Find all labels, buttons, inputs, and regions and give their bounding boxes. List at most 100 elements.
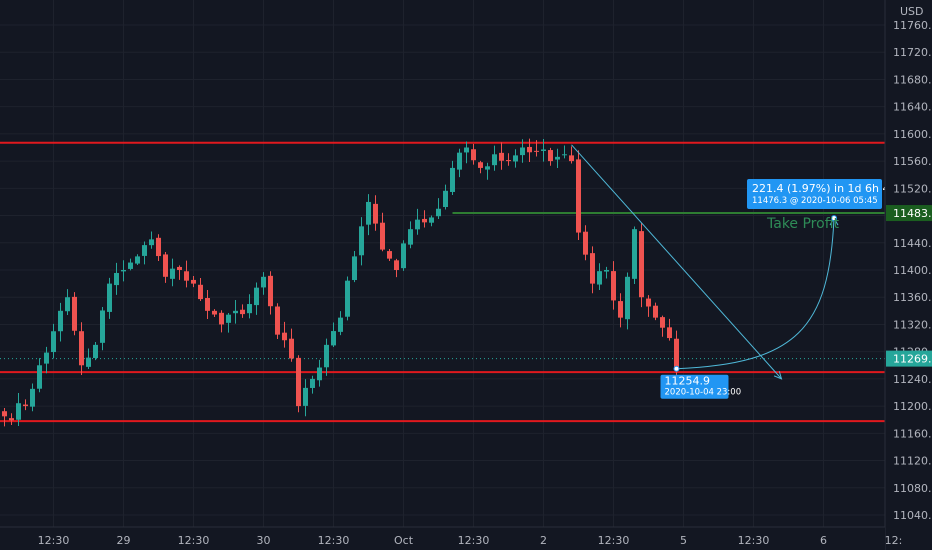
candle-body-1 xyxy=(9,418,14,421)
candle-body-18 xyxy=(128,262,133,269)
y-tick-label-18: 11040.0 xyxy=(893,509,932,522)
candle-body-89 xyxy=(625,276,630,320)
candle-body-8 xyxy=(58,310,63,332)
candle-body-69 xyxy=(485,166,490,170)
candle-body-15 xyxy=(107,283,112,312)
x-tick-label-2: 12:30 xyxy=(178,534,210,547)
x-tick-label-10: 12:30 xyxy=(738,534,770,547)
candle-body-58 xyxy=(408,229,413,245)
target-point-handle[interactable] xyxy=(831,215,837,222)
candle-body-73 xyxy=(513,155,518,162)
candle-body-22 xyxy=(156,237,161,257)
candle-body-55 xyxy=(387,251,392,259)
candle-body-48 xyxy=(338,317,343,332)
candle-body-59 xyxy=(415,219,420,230)
trend-arrowhead xyxy=(773,371,783,380)
low-marker-box[interactable] xyxy=(660,374,729,399)
low-marker-price: 11254.9 xyxy=(665,375,711,388)
candle-body-61 xyxy=(429,217,434,223)
y-tick-label-4: 11600.0 xyxy=(893,128,932,141)
target-marker-price-date: 11476.3 @ 2020-10-06 05:45 xyxy=(752,196,878,206)
candle-body-96 xyxy=(674,338,679,369)
take-profit-text: Take Profit xyxy=(766,216,840,232)
candle-body-66 xyxy=(464,147,469,153)
candle-body-94 xyxy=(660,317,665,328)
y-tick-label-13: 11240.0 xyxy=(893,373,932,386)
candle-body-79 xyxy=(555,156,560,160)
candle-body-52 xyxy=(366,201,371,225)
candle-body-56 xyxy=(394,260,399,270)
levels-layer xyxy=(0,141,885,423)
candle-body-12 xyxy=(86,357,91,367)
candle-body-35 xyxy=(247,304,252,314)
candle-body-95 xyxy=(667,327,672,339)
x-tick-label-8: 12:30 xyxy=(598,534,630,547)
candle-body-14 xyxy=(100,310,105,343)
y-tick-label-3: 11640.0 xyxy=(893,101,932,114)
candle-body-41 xyxy=(289,338,294,359)
candle-body-85 xyxy=(597,271,602,285)
y-tick-label-8: 11440.0 xyxy=(893,237,932,250)
candle-body-63 xyxy=(443,190,448,208)
candle-body-87 xyxy=(611,271,616,301)
currency-label: USD xyxy=(900,5,924,18)
candle-body-19 xyxy=(135,256,140,264)
candle-body-71 xyxy=(499,152,504,161)
candle-body-42 xyxy=(296,357,301,407)
candle-body-32 xyxy=(226,314,231,323)
x-tick-label-0: 12:30 xyxy=(38,534,70,547)
y-tick-label-5: 11560.0 xyxy=(893,155,932,168)
time-axis-panel[interactable] xyxy=(0,527,885,550)
candle-body-21 xyxy=(149,239,154,246)
candle-body-28 xyxy=(198,284,203,300)
candle-body-23 xyxy=(163,254,168,277)
target-marker-change: 221.4 (1.97%) in 1d 6h 45m xyxy=(752,182,907,195)
y-tick-label-14: 11200.0 xyxy=(893,400,932,413)
candle-body-47 xyxy=(331,331,336,346)
projection-curve[interactable] xyxy=(676,218,835,370)
candle-body-6 xyxy=(44,352,49,364)
candle-body-82 xyxy=(576,159,581,233)
x-tick-label-11: 6 xyxy=(820,534,827,547)
candle-body-24 xyxy=(170,268,175,279)
x-tick-label-5: Oct xyxy=(394,534,414,547)
candle-body-88 xyxy=(618,301,623,318)
candle-body-37 xyxy=(261,276,266,288)
candle-body-2 xyxy=(16,403,21,420)
candle-body-67 xyxy=(471,149,476,161)
candle-body-54 xyxy=(380,222,385,250)
price-axis-panel[interactable] xyxy=(885,0,932,550)
y-tick-label-1: 11720.0 xyxy=(893,46,932,59)
candle-body-43 xyxy=(303,387,308,406)
candle-body-38 xyxy=(268,275,273,307)
candles-layer xyxy=(2,138,679,427)
candle-body-74 xyxy=(520,147,525,156)
x-tick-label-9: 5 xyxy=(680,534,687,547)
x-tick-label-1: 29 xyxy=(117,534,131,547)
y-tick-label-15: 11160.0 xyxy=(893,427,932,440)
last-price-badge-text: 11269.8 xyxy=(893,353,932,366)
candle-body-5 xyxy=(37,365,42,389)
x-tick-label-6: 12:30 xyxy=(458,534,490,547)
low-marker-date: 2020-10-04 23:00 xyxy=(665,388,742,398)
x-tick-label-7: 2 xyxy=(540,534,547,547)
candle-body-7 xyxy=(51,331,56,353)
x-tick-label-3: 30 xyxy=(257,534,271,547)
candle-body-86 xyxy=(604,270,609,272)
candle-body-26 xyxy=(184,271,189,281)
candle-body-33 xyxy=(233,310,238,314)
low-point-handle[interactable] xyxy=(673,365,680,372)
target-marker-box[interactable] xyxy=(747,179,882,209)
y-tick-label-9: 11400.0 xyxy=(893,264,932,277)
candle-body-72 xyxy=(506,160,511,162)
x-tick-label-4: 12:30 xyxy=(318,534,350,547)
candle-body-16 xyxy=(114,272,119,286)
trend-line[interactable] xyxy=(571,144,782,380)
candle-body-34 xyxy=(240,309,245,315)
candle-body-76 xyxy=(534,150,539,152)
candle-body-20 xyxy=(142,245,147,256)
candle-body-17 xyxy=(121,270,126,272)
